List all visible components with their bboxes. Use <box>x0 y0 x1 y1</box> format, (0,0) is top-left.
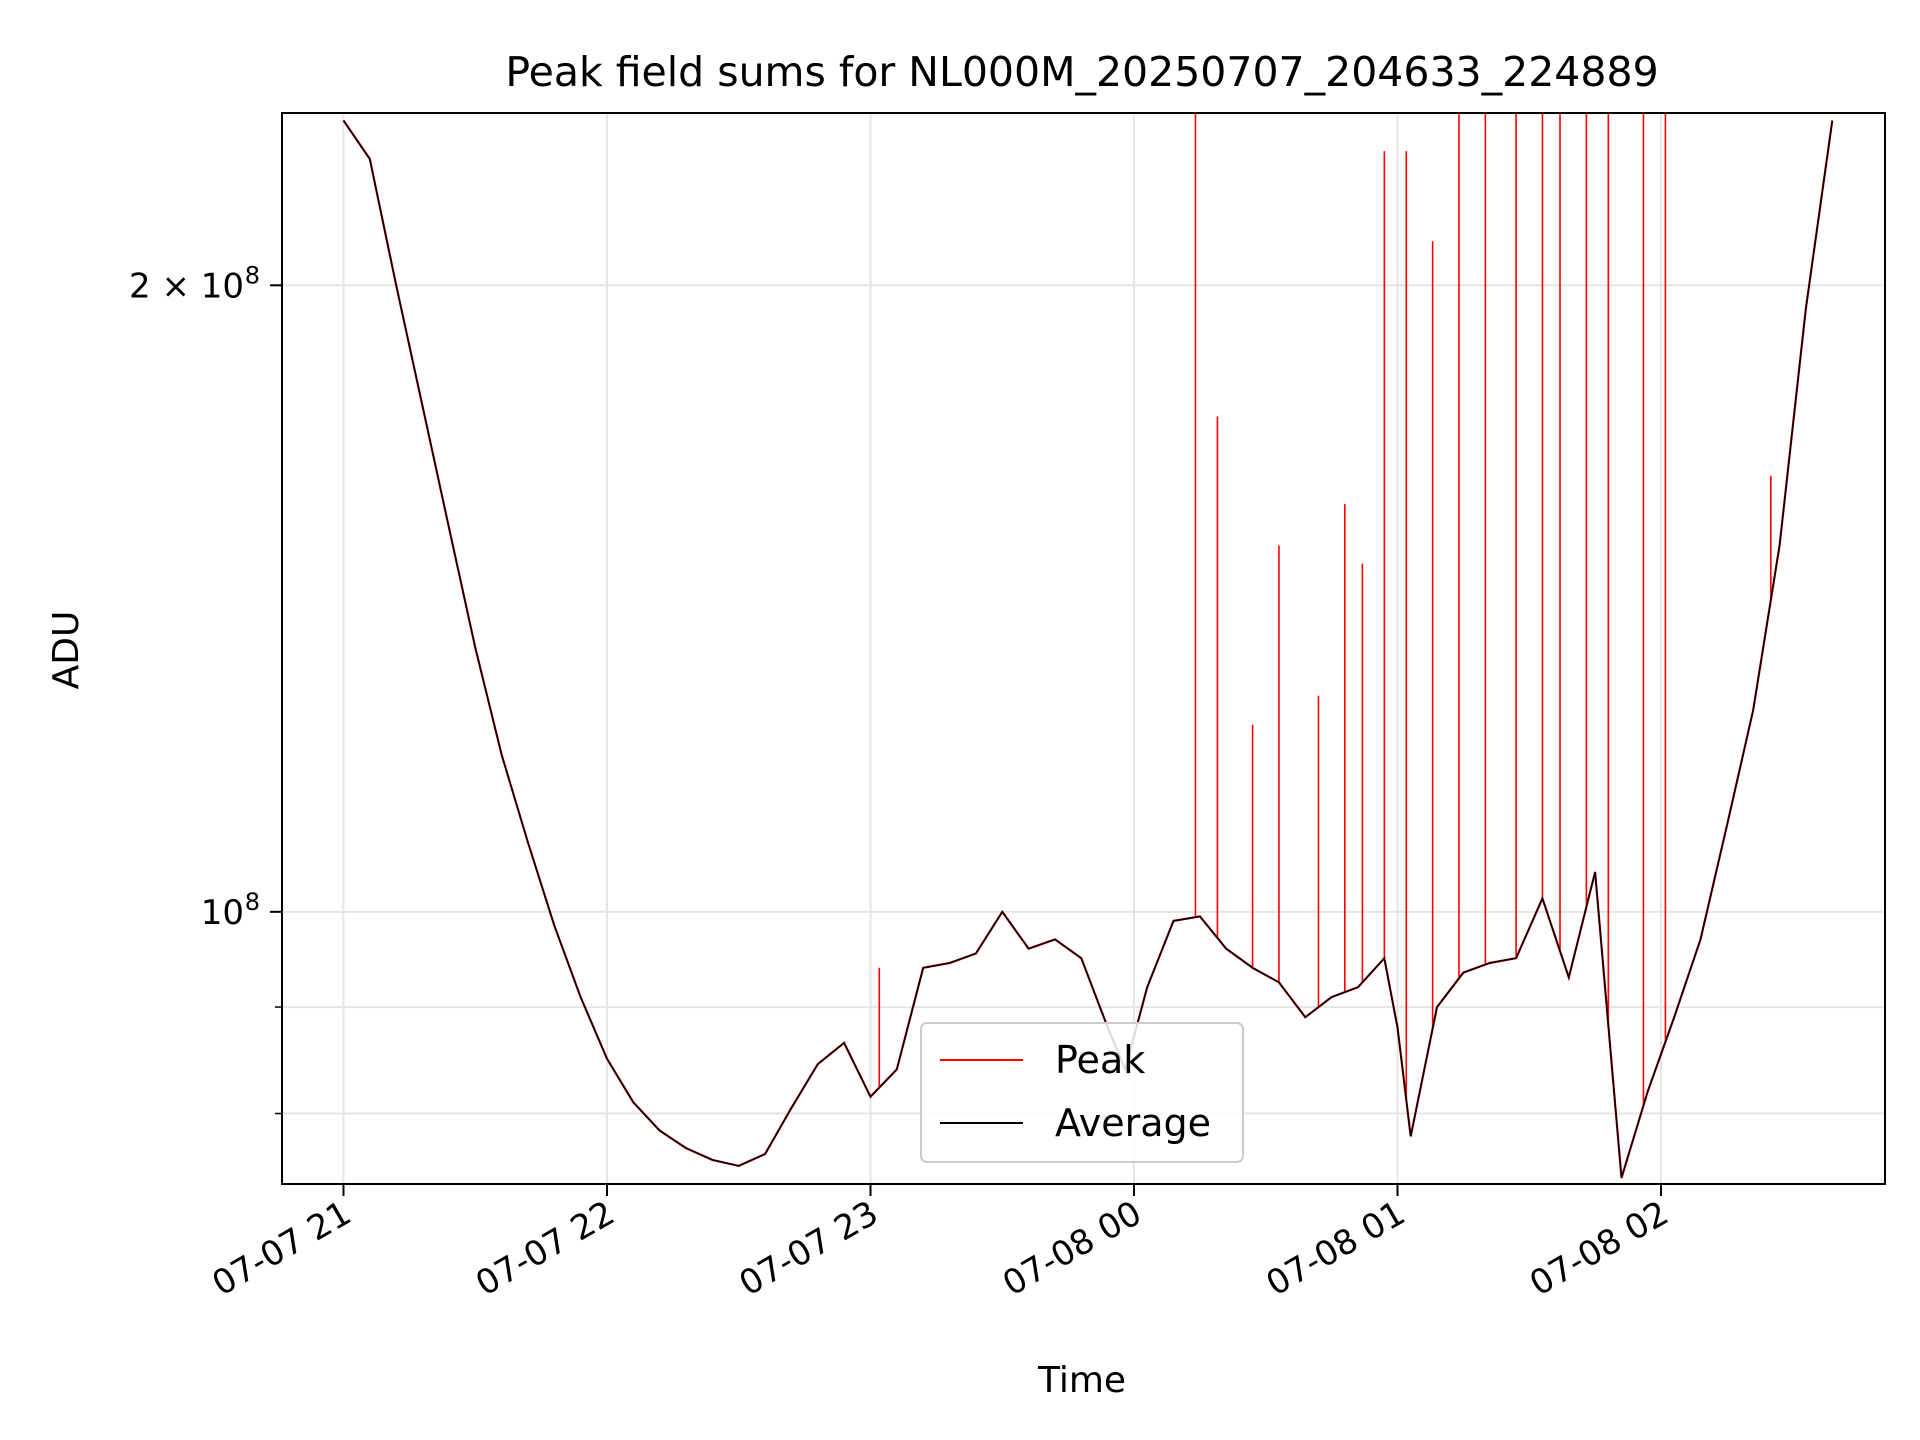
y-tick-label: 2 × 10 <box>129 266 244 306</box>
y-tick-base: 2 × 10 <box>129 266 244 306</box>
y-tick-exponent: 8 <box>245 888 260 916</box>
chart-title: Peak field sums for NL000M_20250707_2046… <box>505 48 1658 96</box>
x-axis-label: Time <box>1037 1360 1126 1401</box>
y-tick-label: 10 <box>201 893 244 933</box>
y-axis: 2 × 10 810 8 <box>129 261 282 1115</box>
y-axis-label: ADU <box>46 611 87 690</box>
grid <box>282 113 1885 1184</box>
legend-peak-label: Peak <box>1055 1038 1145 1082</box>
y-tick-exponent: 8 <box>245 261 260 289</box>
plot-frame <box>281 112 1886 1185</box>
legend-box <box>920 1022 1244 1163</box>
legend: Peak Average <box>920 1022 1244 1163</box>
y-tick-base: 10 <box>201 893 244 933</box>
legend-average-label: Average <box>1055 1101 1211 1145</box>
